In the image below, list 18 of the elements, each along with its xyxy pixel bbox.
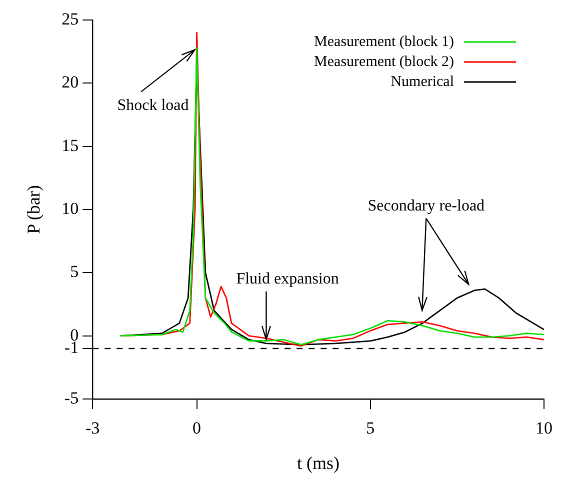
x-tick-label: -3 (86, 418, 100, 438)
y-tick-label: 15 (62, 136, 79, 155)
annotation: Fluid expansion (236, 270, 339, 288)
x-tick-label: 5 (366, 418, 375, 438)
x-axis-title: t (ms) (297, 452, 340, 473)
y-tick-label: 5 (70, 262, 79, 282)
annotation: Secondary re-load (368, 197, 485, 214)
y-tick-label: 10 (62, 198, 79, 218)
y-tick-label: 20 (62, 72, 79, 92)
y-tick-label: 25 (62, 9, 79, 28)
legend-label: Measurement (block 2) (314, 54, 454, 70)
legend-label: Measurement (block 1) (314, 34, 454, 50)
legend-label: Numerical (390, 74, 454, 90)
x-tick-label: 10 (536, 418, 552, 438)
x-tick-label: 0 (192, 418, 202, 438)
y-tick-label: -5 (64, 388, 79, 408)
y-axis-title: P (bar) (24, 185, 44, 234)
annotation: Shock load (117, 96, 189, 114)
